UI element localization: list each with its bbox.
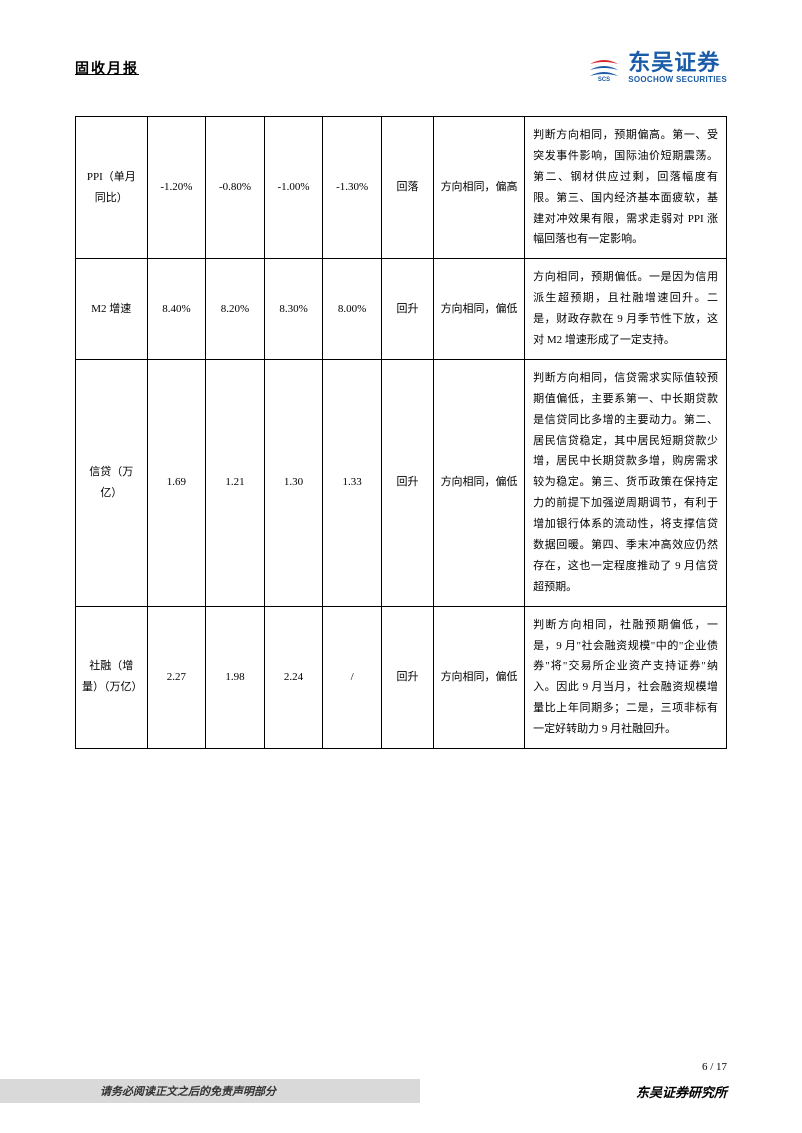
cell-indicator: 信贷（万亿） xyxy=(76,359,148,606)
page-total: 17 xyxy=(716,1061,727,1073)
cell-indicator: 社融（增量）（万亿） xyxy=(76,606,148,748)
cell-desc: 判断方向相同，社融预期偏低，一是，9 月"社会融资规模"中的"企业债券"将"交易… xyxy=(525,606,727,748)
cell-trend: 回升 xyxy=(381,259,433,360)
table-row: PPI（单月同比）-1.20%-0.80%-1.00%-1.30%回落方向相同，… xyxy=(76,117,727,259)
report-title: 固收月报 xyxy=(75,58,139,78)
cell-v4: 1.33 xyxy=(323,359,382,606)
disclaimer: 请务必阅读正文之后的免责声明部分 xyxy=(0,1079,420,1103)
cell-desc: 方向相同，预期偏低。一是因为信用派生超预期，且社融增速回升。二是，财政存款在 9… xyxy=(525,259,727,360)
brand-name-en: SOOCHOW SECURITIES xyxy=(628,76,727,84)
cell-v3: -1.00% xyxy=(264,117,323,259)
cell-v3: 1.30 xyxy=(264,359,323,606)
cell-v1: 8.40% xyxy=(147,259,206,360)
cell-indicator: PPI（单月同比） xyxy=(76,117,148,259)
cell-v3: 8.30% xyxy=(264,259,323,360)
cell-desc: 判断方向相同，预期偏高。第一、受突发事件影响，国际油价短期震荡。第二、钢材供应过… xyxy=(525,117,727,259)
cell-trend: 回落 xyxy=(381,117,433,259)
brand-name-cn: 东吴证券 xyxy=(628,52,727,74)
cell-v2: -0.80% xyxy=(206,117,265,259)
brand-logo: SCS 东吴证券 SOOCHOW SECURITIES xyxy=(586,52,727,84)
cell-eval: 方向相同，偏高 xyxy=(434,117,525,259)
table-row: 信贷（万亿）1.691.211.301.33回升方向相同，偏低判断方向相同，信贷… xyxy=(76,359,727,606)
cell-indicator: M2 增速 xyxy=(76,259,148,360)
table-row: M2 增速8.40%8.20%8.30%8.00%回升方向相同，偏低方向相同，预… xyxy=(76,259,727,360)
cell-trend: 回升 xyxy=(381,606,433,748)
cell-eval: 方向相同，偏低 xyxy=(434,606,525,748)
cell-v4: 8.00% xyxy=(323,259,382,360)
scs-logo-icon: SCS xyxy=(586,54,622,82)
cell-v1: 2.27 xyxy=(147,606,206,748)
cell-v1: 1.69 xyxy=(147,359,206,606)
cell-v2: 8.20% xyxy=(206,259,265,360)
cell-v3: 2.24 xyxy=(264,606,323,748)
data-table: PPI（单月同比）-1.20%-0.80%-1.00%-1.30%回落方向相同，… xyxy=(75,116,727,749)
cell-v4: -1.30% xyxy=(323,117,382,259)
cell-eval: 方向相同，偏低 xyxy=(434,259,525,360)
page-footer: 6 / 17 请务必阅读正文之后的免责声明部分 东吴证券研究所 xyxy=(0,1061,802,1103)
page-header: 固收月报 SCS 东吴证券 SOOCHOW SECURITIES xyxy=(75,48,727,88)
page-number: 6 / 17 xyxy=(0,1061,802,1073)
cell-eval: 方向相同，偏低 xyxy=(434,359,525,606)
cell-v1: -1.20% xyxy=(147,117,206,259)
cell-desc: 判断方向相同，信贷需求实际值较预期值偏低，主要系第一、中长期贷款是信贷同比多增的… xyxy=(525,359,727,606)
cell-v4: / xyxy=(323,606,382,748)
cell-v2: 1.21 xyxy=(206,359,265,606)
page-current: 6 xyxy=(702,1061,708,1073)
cell-v2: 1.98 xyxy=(206,606,265,748)
cell-trend: 回升 xyxy=(381,359,433,606)
table-row: 社融（增量）（万亿）2.271.982.24/回升方向相同，偏低判断方向相同，社… xyxy=(76,606,727,748)
institute-name: 东吴证券研究所 xyxy=(420,1082,802,1101)
svg-text:SCS: SCS xyxy=(598,77,610,82)
